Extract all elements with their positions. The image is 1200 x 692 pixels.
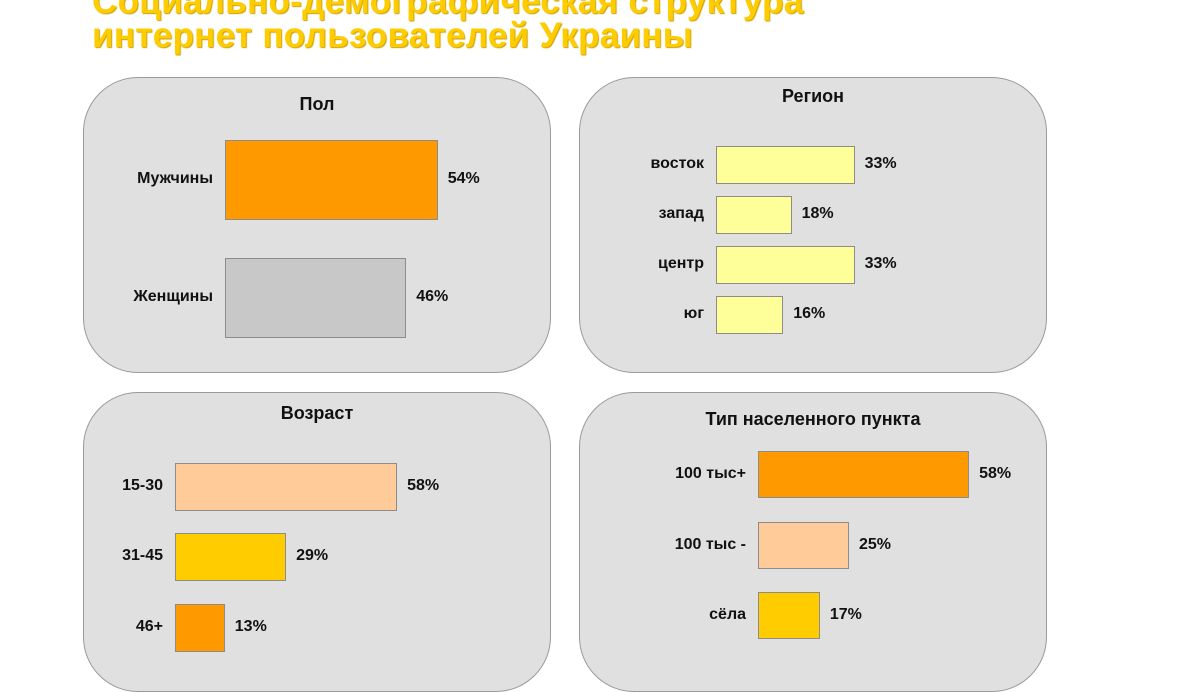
bar [716, 296, 784, 334]
panel-region: Регион [579, 77, 1047, 373]
data-label: 16% [793, 305, 826, 322]
data-label: 17% [829, 605, 862, 623]
data-label: 58% [979, 464, 1012, 482]
category-label: запад [658, 205, 704, 222]
data-label: 13% [234, 618, 267, 635]
category-label: Мужчины [137, 170, 213, 187]
category-label: 31-45 [122, 547, 163, 564]
panel-age: Возраст [83, 392, 551, 692]
title-line-1: Социально-демографическая структура [92, 0, 804, 21]
bar [716, 146, 855, 184]
category-label: 100 тыс - [674, 535, 746, 553]
data-label: 29% [296, 547, 329, 564]
bar [758, 522, 849, 569]
category-label: 100 тыс+ [675, 464, 746, 482]
category-label: восток [650, 155, 705, 172]
data-label: 58% [407, 477, 440, 494]
bar [716, 246, 855, 284]
chart-title: Пол [299, 94, 335, 114]
chart-title: Регион [782, 86, 844, 106]
category-label: 46+ [135, 618, 163, 635]
category-label: сёла [709, 605, 746, 623]
category-label: Женщины [133, 288, 213, 305]
bar [225, 258, 407, 338]
data-label: 46% [416, 288, 449, 305]
category-label: центр [657, 255, 704, 272]
data-label: 18% [801, 205, 834, 222]
data-label: 33% [864, 255, 897, 272]
bar [716, 196, 792, 234]
title-line-2: интернет пользователей Украины [92, 16, 693, 55]
category-label: юг [683, 305, 704, 322]
bar [758, 451, 970, 498]
category-label: 15-30 [122, 477, 163, 494]
bar [175, 463, 398, 511]
data-label: 33% [864, 155, 897, 172]
data-label: 25% [859, 535, 892, 553]
bar [758, 592, 820, 639]
chart-title: Тип населенного пункта [705, 409, 921, 429]
bar [175, 533, 287, 581]
chart-title: Возраст [280, 403, 354, 423]
bar [225, 140, 438, 220]
data-label: 54% [447, 170, 480, 187]
bar [175, 604, 225, 652]
